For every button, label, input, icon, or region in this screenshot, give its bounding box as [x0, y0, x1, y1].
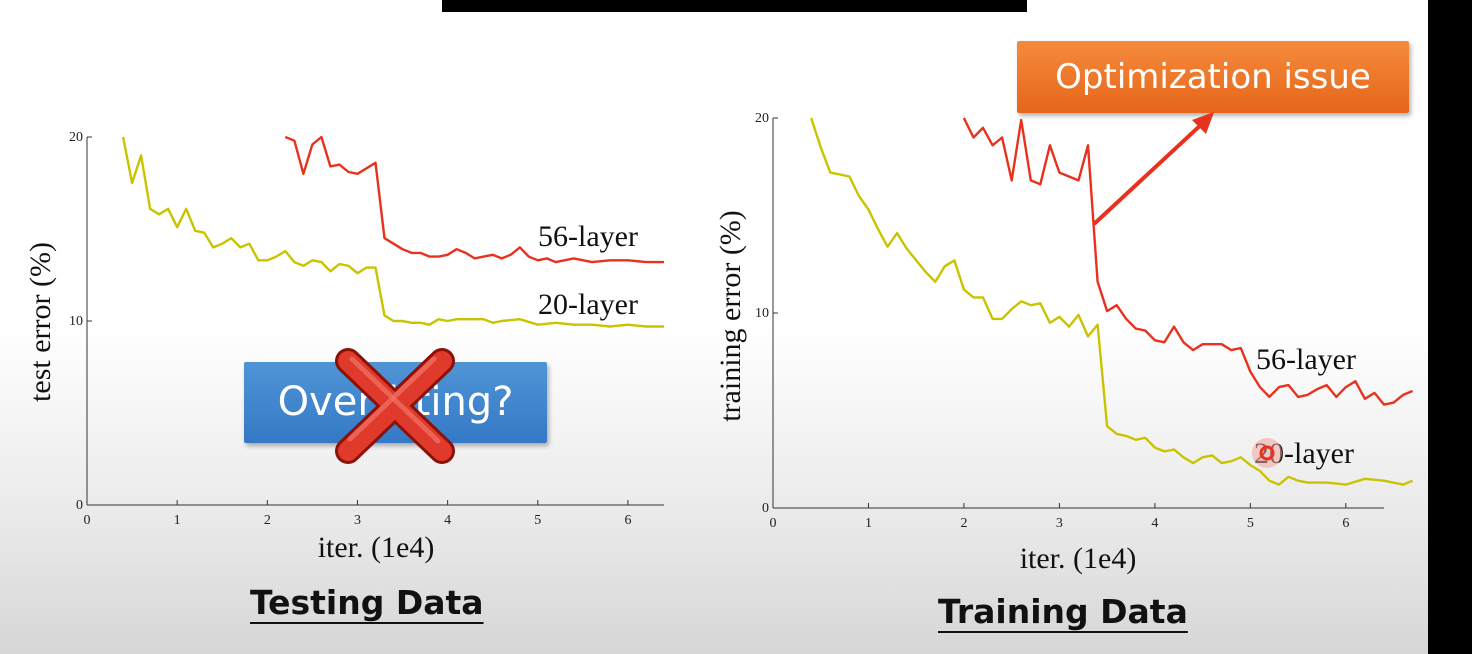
test-y-tick-label: 10 [69, 314, 83, 329]
test-error-axes: 0 1 2 3 4 5 6 0 10 20 [69, 130, 664, 528]
train-x-tick-label: 6 [1342, 516, 1349, 531]
test-series-1-line [121, 136, 664, 328]
subtitle-bar [442, 0, 1027, 12]
training-error-axes: 0 1 2 3 4 5 6 0 10 20 [755, 111, 1384, 531]
test-x-tick-label: 0 [84, 513, 91, 528]
train-series-0-line [962, 117, 1414, 406]
test-x-tick-label: 2 [264, 513, 271, 528]
test-y-axis-label: test error (%) [24, 242, 57, 402]
test-x-tick-label: 5 [534, 513, 541, 528]
train-series-1-line [810, 117, 1414, 486]
train-x-tick-label: 5 [1247, 516, 1254, 531]
training-data-caption: Training Data [938, 592, 1188, 631]
test-error-chart: 0 1 2 3 4 5 6 0 10 20 56-layer 20-layer iter. (1e… [24, 130, 664, 564]
train-x-tick-label: 0 [770, 516, 777, 531]
test-y-tick-label: 0 [76, 498, 83, 513]
optimization-issue-label-box: Optimization issue [1017, 41, 1409, 113]
train-56-layer-label: 56-layer [1256, 343, 1356, 376]
test-x-tick-label: 3 [354, 513, 361, 528]
train-x-tick-label: 1 [865, 516, 872, 531]
test-x-tick-label: 1 [174, 513, 181, 528]
train-y-tick-label: 0 [762, 501, 769, 516]
train-x-tick-label: 4 [1151, 516, 1158, 531]
training-error-series [810, 117, 1414, 486]
test-x-axis-label: iter. (1e4) [318, 531, 435, 564]
testing-data-caption: Testing Data [250, 583, 484, 622]
train-y-tick-label: 20 [755, 111, 769, 126]
test-x-tick-label: 6 [624, 513, 631, 528]
optimization-issue-text: Optimization issue [1055, 57, 1371, 97]
train-x-axis-label: iter. (1e4) [1020, 542, 1137, 575]
test-x-tick-label: 4 [444, 513, 451, 528]
cursor-highlight-icon [1252, 438, 1282, 468]
test-y-tick-label: 20 [69, 130, 83, 145]
test-series-0-line [284, 135, 664, 264]
video-edge-strip [1428, 0, 1472, 654]
train-y-axis-label: training error (%) [714, 210, 747, 422]
train-y-tick-label: 10 [755, 306, 769, 321]
cross-icon [335, 348, 455, 464]
arrow-icon [1092, 112, 1214, 226]
test-56-layer-label: 56-layer [538, 220, 638, 253]
train-x-tick-label: 2 [960, 516, 967, 531]
test-20-layer-label: 20-layer [538, 288, 638, 321]
train-x-tick-label: 3 [1056, 516, 1063, 531]
test-error-series [121, 135, 664, 328]
